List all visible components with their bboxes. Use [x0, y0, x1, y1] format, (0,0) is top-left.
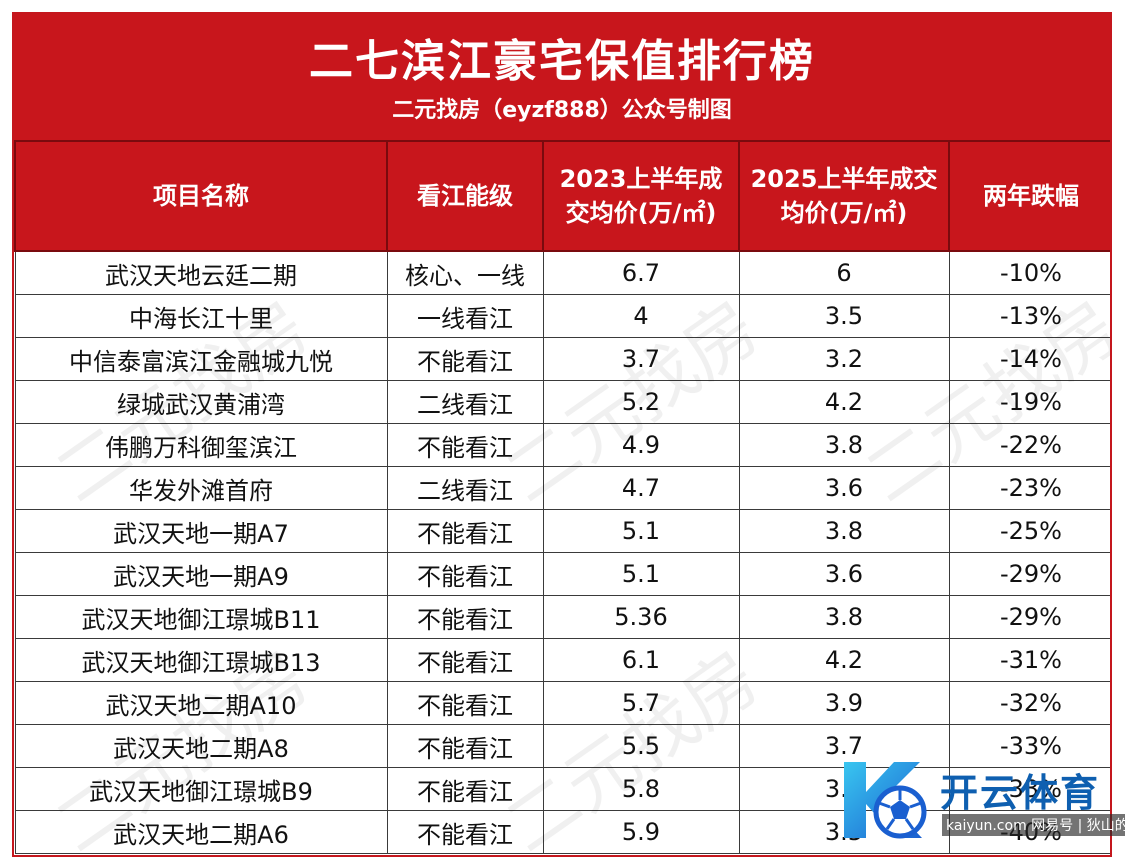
- cell-drop: -22%: [948, 423, 1110, 467]
- table-row: 武汉天地云廷二期 核心、一线 6.7 6 -10%: [14, 250, 1110, 295]
- ranking-sheet: 二七滨江豪宅保值排行榜 二元找房（eyzf888）公众号制图 项目名称 看江能级…: [12, 12, 1112, 857]
- cell-project: 中海长江十里: [14, 294, 388, 338]
- cell-drop: -33%: [948, 724, 1110, 768]
- cell-river-view: 不能看江: [386, 552, 544, 596]
- cell-project: 武汉天地御江璟城B11: [14, 595, 388, 639]
- cell-drop: -31%: [948, 638, 1110, 682]
- cell-river-view: 核心、一线: [386, 250, 544, 295]
- cell-river-view: 不能看江: [386, 724, 544, 768]
- cell-price-2023: 5.1: [542, 509, 740, 553]
- cell-drop: -29%: [948, 552, 1110, 596]
- cell-price-2025: 3.2: [738, 337, 950, 381]
- cell-price-2025: 3.5: [738, 294, 950, 338]
- cell-drop: -13%: [948, 294, 1110, 338]
- column-header-project: 项目名称: [14, 142, 388, 252]
- page-title: 二七滨江豪宅保值排行榜: [309, 36, 815, 87]
- cell-project: 武汉天地二期A8: [14, 724, 388, 768]
- cell-river-view: 不能看江: [386, 595, 544, 639]
- cell-price-2023: 6.7: [542, 250, 740, 295]
- cell-river-view: 不能看江: [386, 337, 544, 381]
- cell-drop: -32%: [948, 681, 1110, 725]
- brand-logo: 开云体育 kaiyun.com 网易号 | 狄山的话: [836, 748, 1125, 848]
- table-row: 武汉天地一期A9 不能看江 5.1 3.6 -29%: [14, 552, 1110, 596]
- cell-river-view: 一线看江: [386, 294, 544, 338]
- cell-drop: -14%: [948, 337, 1110, 381]
- cell-price-2023: 5.8: [542, 767, 740, 811]
- cell-project: 武汉天地御江璟城B9: [14, 767, 388, 811]
- cell-river-view: 二线看江: [386, 466, 544, 510]
- cell-drop: -29%: [948, 595, 1110, 639]
- ball-logo-icon: [844, 762, 927, 839]
- table-row: 绿城武汉黄浦湾 二线看江 5.2 4.2 -19%: [14, 380, 1110, 424]
- column-header-river-view: 看江能级: [386, 142, 544, 252]
- cell-project: 武汉天地御江璟城B13: [14, 638, 388, 682]
- cell-project: 武汉天地一期A9: [14, 552, 388, 596]
- cell-river-view: 不能看江: [386, 681, 544, 725]
- cell-price-2025: 3.7: [738, 724, 950, 768]
- cell-price-2023: 4: [542, 294, 740, 338]
- cell-price-2023: 4.7: [542, 466, 740, 510]
- cell-price-2023: 5.9: [542, 810, 740, 854]
- cell-project: 绿城武汉黄浦湾: [14, 380, 388, 424]
- table-row: 武汉天地一期A7 不能看江 5.1 3.8 -25%: [14, 509, 1110, 553]
- cell-price-2025: 3.8: [738, 595, 950, 639]
- table-row: 武汉天地二期A8 不能看江 5.5 3.7 -33%: [14, 724, 1110, 768]
- column-header-price-2025: 2025上半年成交均价(万/㎡): [738, 142, 950, 252]
- column-header-drop: 两年跌幅: [948, 142, 1110, 252]
- cell-price-2025: 4.2: [738, 638, 950, 682]
- cell-price-2025: 3.8: [738, 423, 950, 467]
- cell-river-view: 不能看江: [386, 810, 544, 854]
- cell-price-2023: 6.1: [542, 638, 740, 682]
- cell-project: 伟鹏万科御玺滨江: [14, 423, 388, 467]
- cell-project: 中信泰富滨江金融城九悦: [14, 337, 388, 381]
- cell-project: 武汉天地云廷二期: [14, 250, 388, 295]
- cell-price-2025: 3.6: [738, 466, 950, 510]
- table-row: 中信泰富滨江金融城九悦 不能看江 3.7 3.2 -14%: [14, 337, 1110, 381]
- cell-drop: -10%: [948, 250, 1110, 295]
- cell-drop: -25%: [948, 509, 1110, 553]
- table-row: 伟鹏万科御玺滨江 不能看江 4.9 3.8 -22%: [14, 423, 1110, 467]
- table-header-row: 项目名称 看江能级 2023上半年成交均价(万/㎡) 2025上半年成交均价(万…: [14, 142, 1110, 252]
- cell-project: 武汉天地二期A6: [14, 810, 388, 854]
- cell-project: 武汉天地一期A7: [14, 509, 388, 553]
- table-row: 中海长江十里 一线看江 4 3.5 -13%: [14, 294, 1110, 338]
- page-subtitle: 二元找房（eyzf888）公众号制图: [392, 98, 732, 123]
- logo-url: kaiyun.com 网易号 | 狄山的话: [942, 814, 1125, 836]
- cell-price-2025: 3.6: [738, 552, 950, 596]
- cell-price-2025: 4.2: [738, 380, 950, 424]
- cell-price-2023: 5.7: [542, 681, 740, 725]
- cell-drop: -23%: [948, 466, 1110, 510]
- cell-project: 华发外滩首府: [14, 466, 388, 510]
- ranking-table: 项目名称 看江能级 2023上半年成交均价(万/㎡) 2025上半年成交均价(万…: [14, 142, 1110, 854]
- cell-price-2023: 5.1: [542, 552, 740, 596]
- table-row: 华发外滩首府 二线看江 4.7 3.6 -23%: [14, 466, 1110, 510]
- cell-drop: -19%: [948, 380, 1110, 424]
- cell-river-view: 不能看江: [386, 767, 544, 811]
- cell-river-view: 不能看江: [386, 509, 544, 553]
- cell-project: 武汉天地二期A10: [14, 681, 388, 725]
- cell-price-2023: 5.36: [542, 595, 740, 639]
- cell-price-2025: 3.8: [738, 509, 950, 553]
- cell-drop: -33%: [948, 767, 1110, 811]
- cell-river-view: 不能看江: [386, 638, 544, 682]
- cell-price-2023: 4.9: [542, 423, 740, 467]
- table-row: 武汉天地御江璟城B11 不能看江 5.36 3.8 -29%: [14, 595, 1110, 639]
- table-row: 武汉天地御江璟城B13 不能看江 6.1 4.2 -31%: [14, 638, 1110, 682]
- column-header-price-2023: 2023上半年成交均价(万/㎡): [542, 142, 740, 252]
- cell-price-2025: 3.9: [738, 681, 950, 725]
- cell-price-2023: 3.7: [542, 337, 740, 381]
- cell-price-2023: 5.2: [542, 380, 740, 424]
- cell-price-2025: 6: [738, 250, 950, 295]
- title-banner: 二七滨江豪宅保值排行榜 二元找房（eyzf888）公众号制图: [14, 14, 1110, 142]
- cell-price-2023: 5.5: [542, 724, 740, 768]
- table-row: 武汉天地御江璟城B9 不能看江 5.8 3.9 -33%: [14, 767, 1110, 811]
- logo-name: 开云体育: [940, 771, 1101, 815]
- cell-river-view: 二线看江: [386, 380, 544, 424]
- cell-river-view: 不能看江: [386, 423, 544, 467]
- table-row: 武汉天地二期A10 不能看江 5.7 3.9 -32%: [14, 681, 1110, 725]
